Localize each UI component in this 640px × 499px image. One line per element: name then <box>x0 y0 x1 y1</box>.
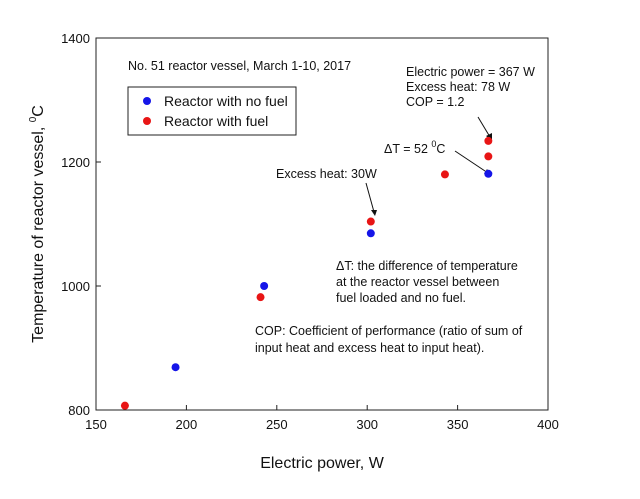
annotation-delta-t-text: ΔT = 52 <box>384 142 431 156</box>
legend-label-fuel: Reactor with fuel <box>164 113 268 129</box>
x-tick-label: 350 <box>447 417 469 432</box>
annotation-electric-power: Electric power = 367 W <box>406 65 535 79</box>
y-axis-title: Temperature of reactor vessel, 0C <box>28 105 47 343</box>
x-tick-label: 150 <box>85 417 107 432</box>
y-axis-title-main: Temperature of reactor vessel, <box>30 122 47 343</box>
y-tick-label: 1000 <box>61 279 90 294</box>
data-point-no-fuel <box>484 169 493 178</box>
data-point-fuel <box>366 217 375 226</box>
data-point-no-fuel <box>171 363 180 372</box>
data-point-fuel <box>484 152 493 161</box>
y-tick-label: 800 <box>68 403 90 418</box>
y-axis-title-degree: 0 <box>28 116 39 122</box>
x-tick-label: 300 <box>356 417 378 432</box>
y-tick-label: 1200 <box>61 155 90 170</box>
annotation-delta-t-degree: 0 <box>431 139 436 149</box>
data-point-fuel <box>440 170 449 179</box>
cop-definition-line1: COP: Coefficient of performance (ratio o… <box>255 324 523 338</box>
annotation-delta-t: ΔT = 52 0C <box>384 139 445 156</box>
delta-t-definition-line2: at the reactor vessel between <box>336 275 499 289</box>
legend-marker-fuel <box>143 117 151 125</box>
data-point-fuel <box>256 293 265 302</box>
annotation-excess-heat-78: Excess heat: 78 W <box>406 80 510 94</box>
y-axis: 800 1000 1200 1400 <box>61 31 101 418</box>
data-points <box>120 136 493 410</box>
annotation-excess-heat-30: Excess heat: 30W <box>276 167 377 181</box>
delta-t-definition-line1: ΔT: the difference of temperature <box>336 259 518 273</box>
annotation-delta-t-unit: C <box>436 142 445 156</box>
legend-box <box>127 86 297 136</box>
legend-marker-no-fuel <box>143 97 151 105</box>
x-tick-label: 200 <box>176 417 198 432</box>
data-point-no-fuel <box>260 282 269 290</box>
x-tick-label: 250 <box>266 417 288 432</box>
x-tick-label: 400 <box>537 417 559 432</box>
arrow-excess-30 <box>365 182 375 213</box>
y-axis-title-unit: C <box>30 105 47 117</box>
arrow-delta-t <box>454 150 489 174</box>
plot-frame <box>95 37 549 411</box>
data-point-no-fuel <box>366 229 375 238</box>
arrow-excess-30-head <box>371 210 377 216</box>
data-point-fuel <box>484 136 493 145</box>
delta-t-definition-line3: fuel loaded and no fuel. <box>336 291 466 305</box>
data-point-fuel <box>120 401 129 410</box>
x-axis-title: Electric power, W <box>260 455 384 472</box>
legend-label-no-fuel: Reactor with no fuel <box>164 93 288 109</box>
legend: Reactor with no fuel Reactor with fuel <box>127 86 297 136</box>
x-axis: 150 200 250 300 350 400 <box>85 405 559 432</box>
y-tick-label: 1400 <box>61 31 90 46</box>
annotation-cop: COP = 1.2 <box>406 95 465 109</box>
arrow-max-point <box>477 116 491 138</box>
cop-definition-line2: input heat and excess heat to input heat… <box>255 341 484 355</box>
chart-title: No. 51 reactor vessel, March 1-10, 2017 <box>128 59 351 73</box>
